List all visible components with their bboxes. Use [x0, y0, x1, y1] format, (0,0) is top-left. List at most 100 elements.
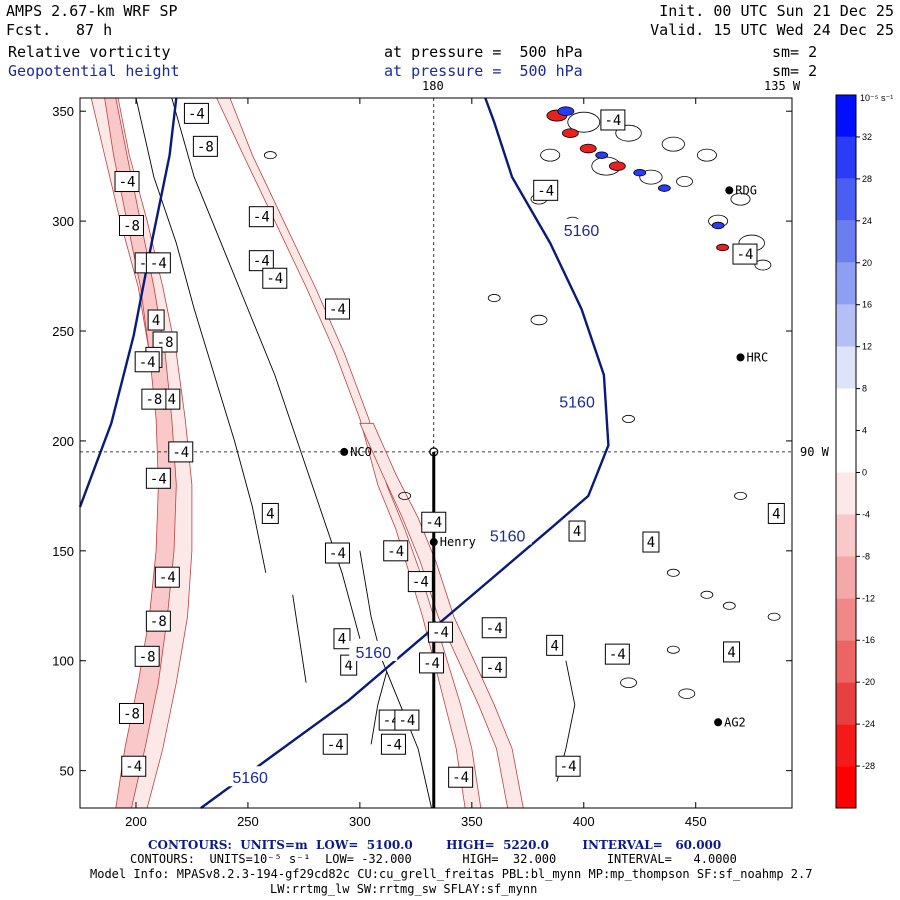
- y-tick-label: 50: [60, 764, 74, 779]
- vorticity-ring: [622, 414, 635, 423]
- station-label: Henry: [440, 535, 476, 549]
- station-marker: [340, 447, 349, 456]
- station-label: NCO: [350, 445, 372, 459]
- contour-label-box: [333, 628, 351, 650]
- height-label-bg: [349, 640, 398, 661]
- vorticity-contour-label: -4: [425, 515, 442, 531]
- contour-label-box: [723, 641, 741, 663]
- contour-label-box: [248, 250, 274, 272]
- vorticity-max-positive: [711, 221, 725, 230]
- vorticity-contour-label: -4: [139, 355, 156, 371]
- vorticity-contour-label: 4: [152, 313, 160, 329]
- colorbar-label: 12: [862, 342, 872, 352]
- contour-label-box: [546, 634, 564, 656]
- contour-label-box: [118, 214, 144, 236]
- vorticity-contour-info: CONTOURS: UNITS=10⁻⁵ s⁻¹ LOW= -32.000 HI…: [130, 852, 737, 866]
- station-label: AG2: [724, 715, 746, 729]
- station-marker: [736, 353, 745, 362]
- contour-label-box: [261, 502, 279, 524]
- x-tick-label: 350: [461, 814, 483, 829]
- contour-label-box: [183, 102, 209, 124]
- contour-label-box: [168, 441, 194, 463]
- vorticity-blob: [676, 176, 693, 187]
- vorticity-max-positive: [657, 184, 671, 192]
- height-contour-label: 5160: [232, 770, 268, 787]
- model-info: Model Info: MPASv8.2.3-194-gf29cd82c CU:…: [90, 867, 813, 881]
- height-contour-5160-west: [78, 97, 178, 508]
- colorbar-swatch: [836, 220, 856, 263]
- height-contour-5160: [200, 97, 610, 809]
- colorbar-label: 16: [862, 300, 872, 310]
- vorticity-contour-label: 4: [338, 632, 346, 648]
- colorbar-unit: 10⁻⁵ s⁻¹: [860, 93, 893, 103]
- contour-label-box: [145, 610, 171, 632]
- vorticity-ring: [734, 491, 747, 500]
- station-marker: [725, 186, 734, 195]
- vorticity-contour: [359, 550, 432, 809]
- vorticity-contour-label: 4: [772, 506, 780, 522]
- colorbar-swatch: [836, 514, 856, 557]
- vorticity-blob: [754, 259, 772, 271]
- height-contour-info: CONTOURS: UNITS=m LOW= 5100.0 HIGH= 5220…: [148, 838, 722, 852]
- vorticity-max-negative: [579, 143, 597, 154]
- contour-label-box: [248, 206, 274, 228]
- y-tick-label: 200: [52, 434, 74, 449]
- y-tick-label: 100: [52, 654, 74, 669]
- contour-label-box: [604, 643, 630, 665]
- vorticity-contour-label: -4: [398, 713, 415, 729]
- colorbar-swatch: [836, 178, 856, 221]
- colorbar-swatch: [836, 724, 856, 767]
- height-contour-label: 5160: [356, 645, 392, 662]
- init-time: Init. 00 UTC Sun 21 Dec 25: [659, 2, 894, 20]
- field2-name: Geopotential height: [8, 62, 180, 80]
- vorticity-contour-label: -4: [609, 647, 626, 663]
- colorbar-label: 28: [862, 174, 872, 184]
- height-label-bg: [553, 390, 602, 411]
- height-label-bg: [557, 218, 606, 239]
- contour-label-box: [642, 531, 660, 553]
- vorticity-blob: [696, 148, 717, 162]
- vorticity-ring: [722, 601, 736, 610]
- vorticity-blob: [661, 136, 685, 152]
- vorticity-blob: [730, 192, 751, 206]
- vorticity-contour-label: -4: [432, 625, 449, 641]
- contour-label-box: [394, 709, 420, 731]
- colorbar-swatch: [836, 136, 856, 179]
- contour-label-box: [134, 645, 160, 667]
- vorticity-ring: [666, 568, 680, 577]
- field2-smoothing: sm= 2: [772, 62, 818, 80]
- colorbar-label: 24: [862, 216, 872, 226]
- vorticity-contour-label: -4: [486, 621, 503, 637]
- vorticity-contour-label: -4: [119, 175, 136, 191]
- colorbar-label: -24: [862, 719, 875, 729]
- vorticity-contour-label: 4: [168, 392, 176, 408]
- contour-label-box: [121, 755, 147, 777]
- vorticity-contour-label: -4: [266, 271, 283, 287]
- contour-label-box: [555, 755, 581, 777]
- vorticity-contour-label: -4: [327, 737, 344, 753]
- contour-label-box: [767, 502, 785, 524]
- vorticity-ring: [767, 612, 781, 621]
- y-tick-label: 350: [52, 104, 74, 119]
- vorticity-ring: [263, 151, 277, 160]
- colorbar-swatch: [836, 640, 856, 683]
- vorticity-ring: [620, 677, 637, 688]
- station-label: RDG: [735, 183, 757, 197]
- contour-label-box: [118, 702, 144, 724]
- contour-label-box: [324, 298, 350, 320]
- colorbar-label: -12: [862, 593, 875, 603]
- colorbar-swatch: [836, 598, 856, 641]
- vorticity-contour-label: -4: [253, 210, 270, 226]
- vorticity-contour-label: -4: [329, 302, 346, 318]
- vorticity-contour-label: -4: [159, 570, 176, 586]
- vorticity-contour-label: -4: [385, 737, 402, 753]
- contour-label-box: [427, 621, 453, 643]
- station-label: HRC: [747, 350, 769, 364]
- contour-label-box: [322, 733, 348, 755]
- vorticity-ring: [666, 645, 680, 654]
- colorbar-label: 20: [862, 258, 872, 268]
- plot-area: [80, 98, 792, 808]
- colorbar-swatch: [836, 346, 856, 389]
- contour-label-box: [481, 656, 507, 678]
